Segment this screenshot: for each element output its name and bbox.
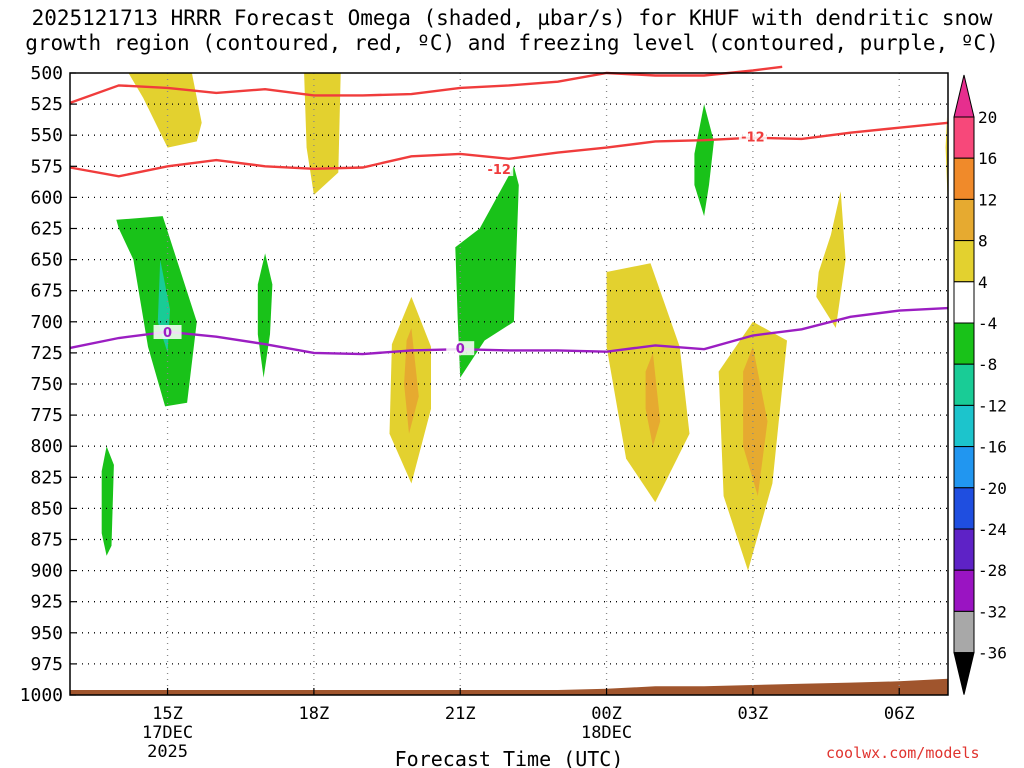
downward-motion-f-region bbox=[816, 191, 846, 328]
colorbar-box-4 bbox=[953, 281, 975, 324]
y-tick-label-825: 825 bbox=[30, 467, 63, 488]
colorbar-bottom-arrow bbox=[953, 652, 975, 695]
colorbar-box-7 bbox=[953, 404, 975, 448]
upward-motion-f-region bbox=[694, 104, 714, 217]
freezing-level-isotherm-label-0: 0 bbox=[163, 326, 172, 341]
colorbar-label-5: -4 bbox=[978, 314, 997, 333]
y-tick-label-900: 900 bbox=[30, 561, 63, 582]
colorbar-box-6 bbox=[953, 363, 975, 406]
y-tick-label-1000: 1000 bbox=[20, 685, 63, 706]
colorbar-label-0: 20 bbox=[978, 108, 997, 127]
colorbar-box-12 bbox=[953, 610, 975, 654]
colorbar-label-6: -8 bbox=[978, 355, 997, 374]
x-tick-label-03Z: 03Z bbox=[738, 704, 769, 724]
source-credit[interactable]: coolwx.com/models bbox=[826, 744, 980, 762]
stronger-downward-d-region bbox=[645, 352, 661, 447]
freezing-level-isotherm-label-1: 0 bbox=[456, 342, 465, 357]
upward-motion-a-region bbox=[116, 216, 197, 407]
colorbar-top-arrow bbox=[953, 74, 975, 118]
colorbar-label-8: -16 bbox=[978, 438, 1007, 457]
y-tick-label-550: 550 bbox=[30, 125, 63, 146]
colorbar-box-5 bbox=[953, 322, 975, 365]
colorbar-label-4: 4 bbox=[978, 273, 988, 292]
colorbar-box-2 bbox=[953, 198, 975, 242]
y-tick-label-850: 850 bbox=[30, 498, 63, 519]
x-tick-label-15Z: 15Z bbox=[152, 704, 183, 724]
colorbar-label-7: -12 bbox=[978, 396, 1007, 415]
minus12-isotherm-label-bg-0 bbox=[485, 162, 514, 177]
x-tick-label-18Z: 18Z bbox=[299, 704, 330, 724]
x-tick-label-21Z: 21Z bbox=[445, 704, 476, 724]
terrain-fill bbox=[70, 678, 948, 695]
colorbar-label-9: -20 bbox=[978, 479, 1007, 498]
colorbar-label-2: 12 bbox=[978, 190, 997, 209]
colorbar-label-10: -24 bbox=[978, 520, 1007, 539]
colorbar-box-8 bbox=[953, 446, 975, 489]
y-tick-label-525: 525 bbox=[30, 94, 63, 115]
y-tick-label-725: 725 bbox=[30, 343, 63, 364]
colorbar-box-3 bbox=[953, 240, 975, 283]
y-tick-label-575: 575 bbox=[30, 156, 63, 177]
colorbar-label-13: -36 bbox=[978, 644, 1007, 663]
minus12-isotherm-label-bg-1 bbox=[738, 129, 767, 144]
upward-motion-d-region bbox=[257, 253, 273, 378]
y-tick-label-650: 650 bbox=[30, 250, 63, 271]
y-tick-label-750: 750 bbox=[30, 374, 63, 395]
y-tick-label-975: 975 bbox=[30, 654, 63, 675]
y-tick-label-875: 875 bbox=[30, 530, 63, 551]
y-tick-label-500: 500 bbox=[30, 63, 63, 84]
upward-motion-e-region bbox=[455, 166, 519, 378]
colorbar-label-3: 8 bbox=[978, 232, 988, 251]
colorbar-label-1: 16 bbox=[978, 149, 997, 168]
colorbar-box-11 bbox=[953, 569, 975, 612]
chart-title-line1: 2025121713 HRRR Forecast Omega (shaded, … bbox=[31, 6, 993, 30]
chart-title-line2: growth region (contoured, red, ºC) and f… bbox=[25, 31, 999, 55]
y-tick-label-600: 600 bbox=[30, 187, 63, 208]
colorbar-box-10 bbox=[953, 528, 975, 571]
downward-motion-b-region bbox=[304, 73, 341, 195]
y-tick-label-775: 775 bbox=[30, 405, 63, 426]
colorbar-box-9 bbox=[953, 487, 975, 530]
y-tick-label-800: 800 bbox=[30, 436, 63, 457]
chart-title: 2025121713 HRRR Forecast Omega (shaded, … bbox=[0, 6, 1024, 56]
minus12-isotherm-label-0: -12 bbox=[487, 163, 511, 178]
minus12-isotherm-label-1: -12 bbox=[741, 131, 765, 146]
y-tick-label-625: 625 bbox=[30, 219, 63, 240]
plot-area: -12 -12 0 0 bbox=[69, 65, 949, 695]
y-tick-label-925: 925 bbox=[30, 592, 63, 613]
minus12-isotherm bbox=[69, 121, 949, 178]
colorbar-box-0 bbox=[953, 116, 975, 159]
colorbar-box-1 bbox=[953, 157, 975, 200]
colorbar: 20 16 12 8 4 -4 -8 -12 -16 -20 -24 -28 -32 -36 bbox=[953, 74, 1007, 695]
colorbar-label-11: -28 bbox=[978, 561, 1007, 580]
x-tick-year-15Z: 2025 bbox=[147, 742, 188, 762]
freezing-level-isotherm-label-bg-0 bbox=[153, 324, 182, 339]
stronger-downward-e-region bbox=[743, 346, 768, 496]
x-tick-label-00Z: 00Z bbox=[591, 704, 622, 724]
x-tick-label-06Z: 06Z bbox=[884, 704, 915, 724]
downward-motion-a-region bbox=[128, 73, 202, 148]
freezing-level-isotherm-label-bg-1 bbox=[446, 341, 475, 356]
upward-motion-c-region bbox=[101, 446, 114, 556]
colorbar-label-12: -32 bbox=[978, 602, 1007, 621]
freezing-level-isotherm bbox=[69, 306, 949, 356]
x-tick-date-15Z: 17DEC bbox=[142, 723, 193, 743]
x-axis-label: Forecast Time (UTC) bbox=[395, 747, 624, 768]
x-tick-date-00Z: 18DEC bbox=[581, 723, 632, 743]
stronger-downward-c-region bbox=[404, 328, 419, 434]
upper-red-isotherm bbox=[69, 65, 783, 105]
y-tick-label-950: 950 bbox=[30, 623, 63, 644]
y-tick-label-675: 675 bbox=[30, 281, 63, 302]
axes: 500 525 550 575 600 625 650 675 700 725 750 775 800 8… bbox=[20, 63, 949, 768]
y-tick-label-700: 700 bbox=[30, 312, 63, 333]
